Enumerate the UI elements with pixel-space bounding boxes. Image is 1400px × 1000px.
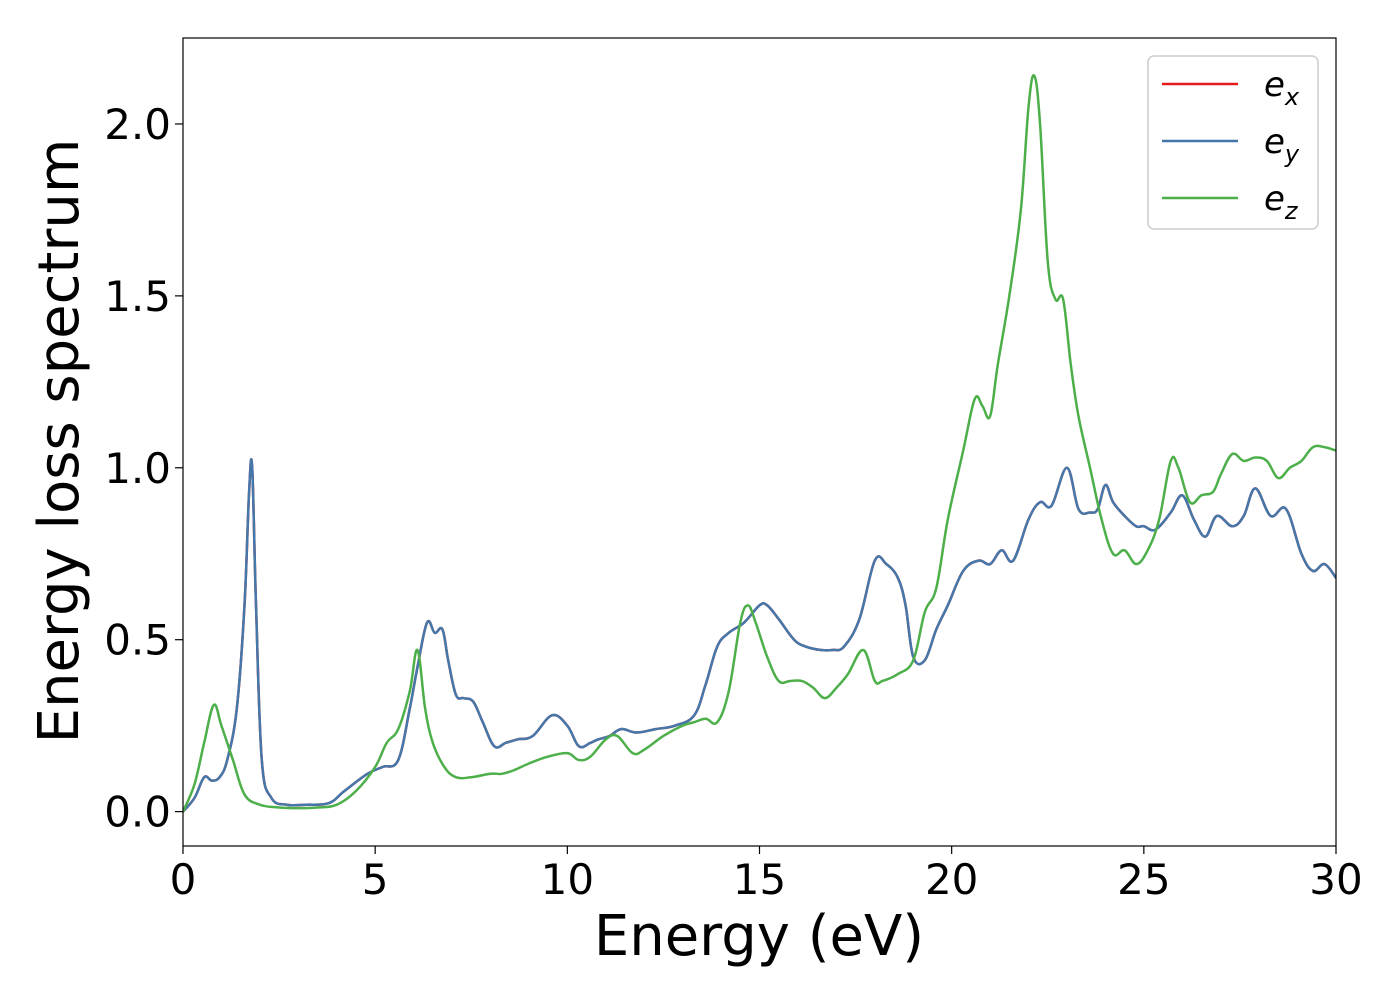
x-axis-title: Energy (eV) — [594, 904, 924, 969]
y-tick-label: 2.0 — [104, 100, 171, 149]
legend-label-y: ey — [1264, 122, 1300, 168]
plot-area — [183, 38, 1336, 846]
y-tick-label: 0.0 — [104, 788, 171, 837]
y-tick-label: 0.5 — [104, 616, 171, 665]
legend-label-subscript: x — [1284, 83, 1300, 111]
x-tick-label: 5 — [362, 855, 389, 904]
x-tick-label: 30 — [1309, 855, 1362, 904]
x-tick-label: 0 — [170, 855, 197, 904]
legend-label-x: ex — [1264, 65, 1300, 111]
series-layer — [183, 74, 1336, 813]
axes-layer: 0 5 10 15 20 25 30 0.0 0.5 1.0 1.5 2.0 — [104, 37, 1363, 904]
legend-label-base: e — [1264, 179, 1285, 219]
legend-label-base: e — [1264, 65, 1285, 105]
legend-box — [1147, 55, 1319, 230]
x-tick-label: 10 — [541, 855, 594, 904]
y-tick-label: 1.0 — [104, 444, 171, 493]
legend-label-z: ez — [1264, 179, 1299, 225]
legend-label-subscript: z — [1284, 197, 1299, 225]
x-tick-label: 20 — [925, 855, 978, 904]
legend-label-subscript: y — [1284, 140, 1300, 168]
legend-label-base: e — [1264, 122, 1285, 162]
y-axis-title: Energy loss spectrum — [27, 139, 92, 744]
y-tick-label: 1.5 — [104, 272, 171, 321]
x-tick-label: 25 — [1117, 855, 1170, 904]
series-line-z — [183, 74, 1336, 813]
x-tick-label: 15 — [733, 855, 786, 904]
plot-background — [183, 38, 1336, 846]
